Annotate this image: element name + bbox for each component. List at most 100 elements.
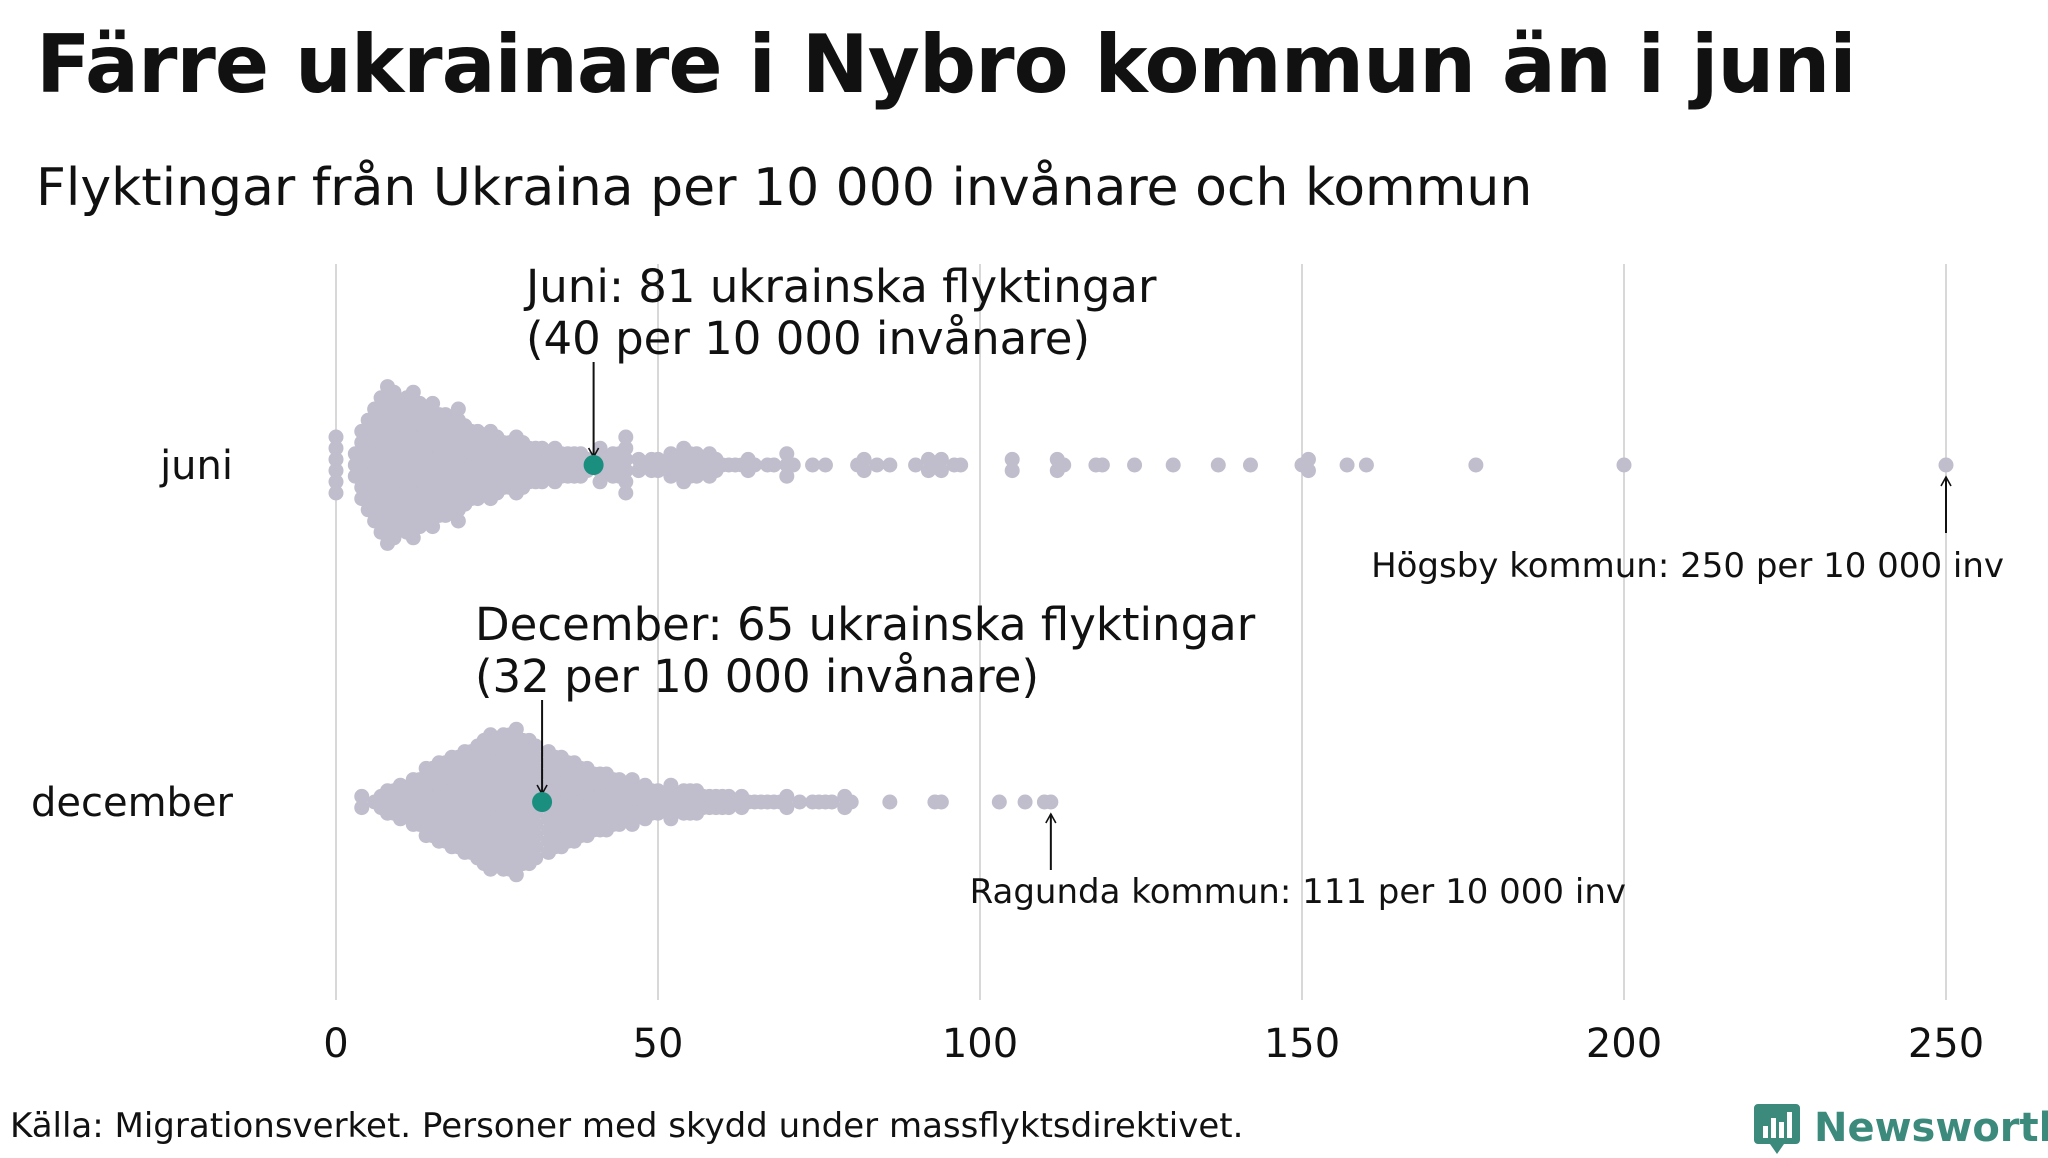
dot-group-juni — [328, 379, 1954, 551]
dot — [405, 530, 421, 546]
highlight-dot-juni — [583, 455, 604, 475]
dot — [1242, 457, 1258, 473]
dot — [508, 867, 524, 883]
dot — [933, 794, 949, 810]
dot — [618, 474, 634, 490]
dot — [779, 800, 795, 816]
dot — [618, 451, 634, 467]
source-note: Källa: Migrationsverket. Personer med sk… — [10, 1106, 1244, 1146]
dot — [528, 828, 544, 844]
x-tick-label: 200 — [1586, 1021, 1662, 1067]
highlight-label-line2: (40 per 10 000 invånare) — [526, 312, 1090, 365]
dot — [328, 440, 344, 456]
dot — [1004, 463, 1020, 479]
dot — [779, 446, 795, 462]
dot — [1165, 457, 1181, 473]
dot — [624, 816, 640, 832]
dot — [354, 800, 370, 816]
dot — [1339, 457, 1355, 473]
dot — [785, 457, 801, 473]
x-tick-label: 100 — [942, 1021, 1018, 1067]
category-label-juni: juni — [159, 443, 233, 489]
category-labels: juni december — [31, 443, 234, 826]
x-axis-ticks: 0 50 100 150 200 250 — [323, 1021, 1984, 1067]
extreme-label-juni: Högsby kommun: 250 per 10 000 inv — [1371, 546, 2004, 586]
dot — [1004, 451, 1020, 467]
dot — [663, 777, 679, 793]
dot — [1358, 457, 1374, 473]
dot — [856, 451, 872, 467]
dot — [624, 772, 640, 788]
dot — [528, 760, 544, 776]
brand-name: Newsworthy — [1814, 1105, 2048, 1151]
dot — [953, 457, 969, 473]
dot — [779, 468, 795, 484]
x-tick-label: 50 — [633, 1021, 684, 1067]
dot — [405, 384, 421, 400]
gridlines — [335, 264, 1947, 1000]
brand-logo-group: Newsworthy — [1752, 1098, 2048, 1158]
dot — [1127, 457, 1143, 473]
dot — [618, 463, 634, 479]
dot — [1300, 463, 1316, 479]
dot — [528, 816, 544, 832]
dot — [528, 772, 544, 788]
dot — [1938, 457, 1954, 473]
dot — [824, 794, 840, 810]
dot — [766, 457, 782, 473]
dot — [991, 794, 1007, 810]
annotations: Juni: 81 ukrainska flyktingar(40 per 10 … — [475, 260, 2004, 912]
dot — [592, 474, 608, 490]
dot — [618, 429, 634, 445]
dot — [528, 839, 544, 855]
category-label-december: december — [31, 780, 234, 826]
page-subtitle: Flyktingar från Ukraina per 10 000 invån… — [36, 158, 1533, 218]
dot — [779, 788, 795, 804]
dot — [792, 794, 808, 810]
extreme-label-december: Ragunda kommun: 111 per 10 000 inv — [970, 872, 1626, 912]
dot — [933, 451, 949, 467]
dot — [328, 451, 344, 467]
page-title: Färre ukrainare i Nybro kommun än i juni — [36, 18, 1857, 111]
dot — [328, 429, 344, 445]
dot — [528, 738, 544, 754]
dot — [1056, 457, 1072, 473]
dot — [1017, 794, 1033, 810]
dot — [805, 457, 821, 473]
dot — [328, 474, 344, 490]
dot — [882, 457, 898, 473]
highlight-label-line2: (32 per 10 000 invånare) — [475, 650, 1039, 703]
dot — [328, 463, 344, 479]
newsworthy-logo-icon — [1754, 1104, 1800, 1154]
dot — [663, 811, 679, 827]
dot — [618, 440, 634, 456]
dot — [817, 457, 833, 473]
dot — [1094, 457, 1110, 473]
dot — [328, 485, 344, 501]
dot — [1210, 457, 1226, 473]
dot — [386, 384, 402, 400]
dots — [328, 379, 1954, 883]
dot — [747, 457, 763, 473]
dot — [1616, 457, 1632, 473]
dot — [450, 401, 466, 417]
dot — [1468, 457, 1484, 473]
dot — [618, 485, 634, 501]
dot — [843, 794, 859, 810]
dot — [354, 788, 370, 804]
dot — [386, 530, 402, 546]
dot — [933, 463, 949, 479]
x-tick-label: 0 — [323, 1021, 348, 1067]
dot-group-december — [354, 721, 1059, 883]
x-tick-label: 250 — [1908, 1021, 1984, 1067]
highlight-label-line1: December: 65 ukrainska flyktingar — [475, 598, 1256, 651]
dot — [508, 721, 524, 737]
highlight-dot-december — [532, 792, 553, 812]
x-tick-label: 150 — [1264, 1021, 1340, 1067]
dot — [869, 457, 885, 473]
dot — [856, 463, 872, 479]
dot — [1300, 451, 1316, 467]
dot — [528, 850, 544, 866]
dot — [528, 749, 544, 765]
